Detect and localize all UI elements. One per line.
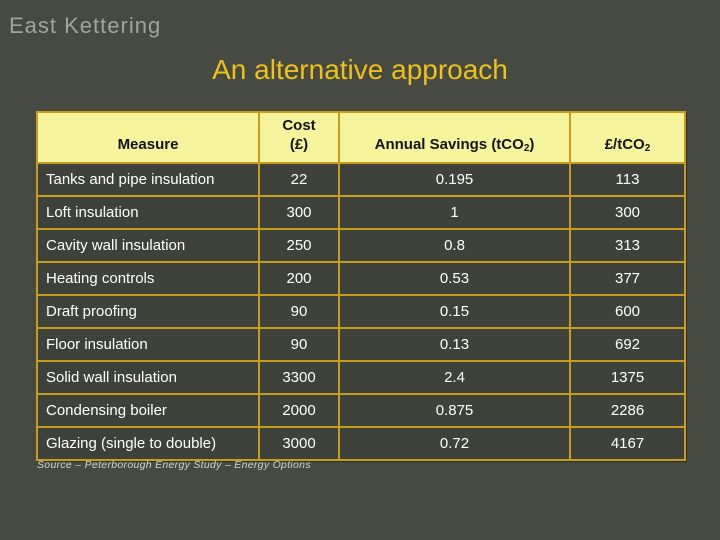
table-row: Floor insulation 90 0.13 692	[36, 326, 686, 362]
header-measure-label: Measure	[117, 135, 179, 153]
header-cost: Cost (£)	[258, 111, 340, 164]
cell-cost-per-tco2: 2286	[569, 392, 686, 428]
cell-measure: Loft insulation	[36, 194, 260, 230]
cell-cost-per-tco2: 692	[569, 326, 686, 362]
header-cost-per-tco2: £/tCO2	[569, 111, 686, 164]
cell-cost: 250	[258, 227, 340, 263]
table-row: Cavity wall insulation 250 0.8 313	[36, 227, 686, 263]
cell-savings: 2.4	[338, 359, 571, 395]
cell-cost: 90	[258, 293, 340, 329]
header-measure: Measure	[36, 111, 260, 164]
header-annual-savings-label: Annual Savings (tCO	[374, 135, 524, 153]
cell-cost: 3000	[258, 425, 340, 461]
cell-savings: 0.15	[338, 293, 571, 329]
cell-cost: 90	[258, 326, 340, 362]
table-row: Draft proofing 90 0.15 600	[36, 293, 686, 329]
cell-measure: Condensing boiler	[36, 392, 260, 428]
page-title: An alternative approach	[212, 54, 508, 85]
cell-savings: 0.72	[338, 425, 571, 461]
table-header-row: Measure Cost (£) Annual Savings (tCO2) £…	[36, 111, 686, 164]
cell-cost: 22	[258, 161, 340, 197]
cell-cost-per-tco2: 377	[569, 260, 686, 296]
cell-cost-per-tco2: 113	[569, 161, 686, 197]
cell-measure: Tanks and pipe insulation	[36, 161, 260, 197]
header-cost-per-tco2-subscript: 2	[644, 142, 651, 154]
cell-cost-per-tco2: 4167	[569, 425, 686, 461]
cell-cost: 300	[258, 194, 340, 230]
cell-cost-per-tco2: 600	[569, 293, 686, 329]
cell-cost: 3300	[258, 359, 340, 395]
header-cost-line1: Cost	[282, 117, 316, 134]
cell-measure: Glazing (single to double)	[36, 425, 260, 461]
cell-cost-per-tco2: 313	[569, 227, 686, 263]
cell-measure: Draft proofing	[36, 293, 260, 329]
source-note: Source – Peterborough Energy Study – Ene…	[37, 459, 311, 471]
table-row: Solid wall insulation 3300 2.4 1375	[36, 359, 686, 395]
cell-cost: 200	[258, 260, 340, 296]
cell-savings: 0.875	[338, 392, 571, 428]
cell-savings: 0.195	[338, 161, 571, 197]
cell-measure: Heating controls	[36, 260, 260, 296]
header-cost-line2: (£)	[289, 135, 309, 153]
cell-measure: Floor insulation	[36, 326, 260, 362]
header-annual-savings: Annual Savings (tCO2)	[338, 111, 571, 164]
table-row: Glazing (single to double) 3000 0.72 416…	[36, 425, 686, 461]
header-annual-savings-close: )	[529, 135, 535, 153]
table-row: Tanks and pipe insulation 22 0.195 113	[36, 161, 686, 197]
cell-savings: 1	[338, 194, 571, 230]
cell-measure: Cavity wall insulation	[36, 227, 260, 263]
header-annual-savings-subscript: 2	[523, 142, 530, 154]
data-table: Measure Cost (£) Annual Savings (tCO2) £…	[36, 111, 686, 461]
header-cost-per-tco2-label: £/tCO	[604, 135, 645, 153]
table-row: Condensing boiler 2000 0.875 2286	[36, 392, 686, 428]
cell-savings: 0.8	[338, 227, 571, 263]
cell-savings: 0.53	[338, 260, 571, 296]
cell-cost: 2000	[258, 392, 340, 428]
table-row: Heating controls 200 0.53 377	[36, 260, 686, 296]
cell-savings: 0.13	[338, 326, 571, 362]
cell-measure: Solid wall insulation	[36, 359, 260, 395]
cell-cost-per-tco2: 300	[569, 194, 686, 230]
logo-text: East Kettering	[9, 13, 162, 38]
cell-cost-per-tco2: 1375	[569, 359, 686, 395]
table-row: Loft insulation 300 1 300	[36, 194, 686, 230]
